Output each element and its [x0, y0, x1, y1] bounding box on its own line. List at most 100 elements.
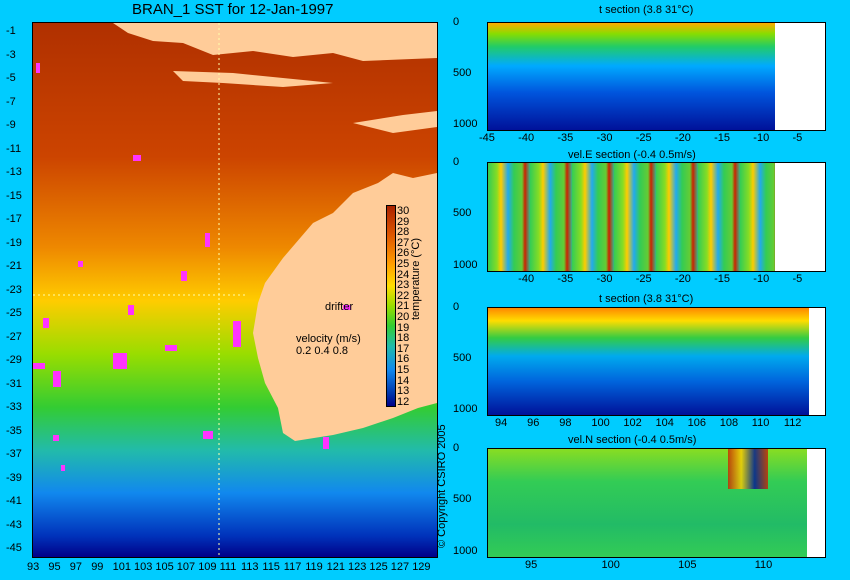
drifter-tracks	[33, 63, 351, 471]
panel-4-x-tick: 95	[524, 559, 538, 571]
panel-2-x-tick: -20	[674, 273, 691, 285]
panel-1-x-tick: -10	[753, 132, 770, 144]
panel-1-y-tick: 0	[453, 16, 460, 28]
colorbar-tick: 16	[397, 353, 410, 366]
lon-tick: 121	[326, 561, 345, 573]
lat-tick: -23	[6, 283, 22, 296]
colorbar-tick: 13	[397, 385, 410, 398]
panel-4-x-tick: 105	[678, 559, 697, 571]
lon-tick: 101	[112, 561, 131, 573]
sst-map: 30 29 28 27 26 25 24 23 22 21 20 19 18 17 16 15 14 13 12 d…	[32, 22, 438, 558]
panel-1-x-tick: -5	[792, 132, 803, 144]
lat-tick: -45	[6, 542, 22, 554]
lat-tick: -13	[6, 166, 22, 178]
panel-1-x-tick: -35	[557, 132, 574, 144]
panel-2-x-tick: -30	[596, 273, 613, 285]
panel-2-x-tick: -35	[557, 273, 574, 285]
lon-tick: 107	[176, 561, 196, 573]
colorbar-tick: 24	[397, 268, 410, 281]
colorbar-tick: 20	[397, 311, 410, 323]
drifter-legend-label: drifter	[325, 301, 354, 313]
colorbar-tick: 14	[397, 374, 410, 387]
lat-tick: -31	[6, 377, 22, 390]
map-title: BRAN_1 SST for 12-Jan-1997	[132, 1, 334, 18]
land-indonesia	[113, 23, 437, 61]
colorbar-tick: 18	[397, 332, 410, 345]
lon-tick: 111	[219, 561, 237, 573]
colorbar-tick: 17	[397, 342, 410, 355]
lat-tick: -11	[6, 142, 22, 155]
panel-3-y-tick: 500	[453, 351, 472, 364]
panel-1-y-tick: 500	[453, 66, 472, 79]
panel-3-x-tick: 102	[623, 417, 642, 429]
panel-2-x-tick: -10	[753, 273, 770, 285]
colorbar-tick: 12	[397, 395, 410, 408]
panel-3-y-tick: 0	[453, 301, 460, 313]
lat-tick: -35	[6, 424, 22, 437]
panel-1-x-tick: -20	[674, 132, 691, 144]
velocity-legend-label: velocity (m/s)	[296, 333, 361, 345]
panel-1-x-tick: -40	[518, 132, 535, 144]
panel-2-x-tick: -40	[518, 273, 535, 285]
lat-tick: -17	[6, 213, 22, 225]
panel-3-t-section	[487, 307, 826, 416]
lon-tick: 93	[27, 561, 40, 573]
lon-tick: 103	[134, 561, 153, 573]
panel-3-y-tick: 1000	[453, 402, 478, 415]
lon-tick: 117	[283, 561, 302, 573]
panel-3-x-tick: 104	[655, 417, 674, 429]
lon-tick: 97	[69, 561, 83, 573]
panel-3-title: t section (3.8 31°C)	[599, 293, 694, 305]
lon-tick: 99	[91, 561, 104, 573]
lon-tick: 115	[262, 561, 280, 573]
colorbar	[386, 205, 396, 407]
panel-1-x-tick: -15	[714, 132, 731, 144]
panel-2-vel-e-section	[487, 162, 826, 272]
colorbar-tick: 19	[397, 321, 410, 334]
colorbar-tick: 25	[397, 258, 410, 270]
colorbar-label: temperature (°C)	[410, 237, 422, 320]
lat-tick: -15	[6, 189, 22, 202]
panel-4-x-tick: 110	[754, 559, 773, 571]
lat-tick: -33	[6, 401, 22, 413]
panel-1-x-tick: -25	[635, 132, 652, 144]
colorbar-tick: 15	[397, 364, 410, 376]
panel-4-y-tick: 500	[453, 493, 472, 506]
land-timor	[353, 111, 437, 133]
sst-map-svg	[33, 23, 437, 557]
lon-tick: 95	[48, 561, 61, 573]
lat-tick: -29	[6, 354, 22, 366]
lat-tick: -25	[6, 307, 22, 319]
panel-2-x-tick: -15	[714, 273, 731, 285]
panel-4-y-tick: 0	[453, 442, 460, 454]
lat-tick: -3	[6, 48, 16, 61]
panel-2-title: vel.E section (-0.4 0.5m/s)	[568, 149, 696, 161]
lat-tick: -21	[6, 260, 22, 272]
colorbar-tick: 29	[397, 215, 410, 228]
lon-tick: 129	[412, 561, 431, 573]
lat-tick: -1	[6, 25, 16, 37]
colorbar-tick: 27	[397, 236, 410, 249]
panel-1-x-tick: -45	[479, 132, 495, 144]
colorbar-tick: 26	[397, 247, 410, 260]
panel-3-x-tick: 94	[495, 417, 508, 429]
panel-3-x-tick: 108	[719, 417, 739, 429]
panel-2-y-tick: 1000	[453, 258, 478, 271]
lat-tick: -5	[6, 72, 16, 84]
lon-tick: 113	[241, 561, 259, 573]
panel-2-y-tick: 500	[453, 207, 472, 220]
colorbar-tick: 23	[397, 279, 410, 292]
lon-tick: 109	[198, 561, 217, 573]
lat-tick: -19	[6, 236, 22, 249]
panel-1-t-section	[487, 22, 826, 131]
lat-tick: -7	[6, 95, 16, 108]
lon-tick: 123	[348, 561, 367, 573]
lon-tick: 125	[369, 561, 388, 573]
panel-2-x-tick: -5	[792, 273, 803, 285]
panel-3-x-tick: 106	[687, 417, 706, 429]
land-islands	[173, 71, 333, 87]
lat-tick: -27	[6, 330, 22, 343]
panel-4-title: vel.N section (-0.4 0.5m/s)	[568, 434, 697, 446]
lon-tick: 105	[155, 561, 174, 573]
lat-tick: -9	[6, 119, 16, 131]
